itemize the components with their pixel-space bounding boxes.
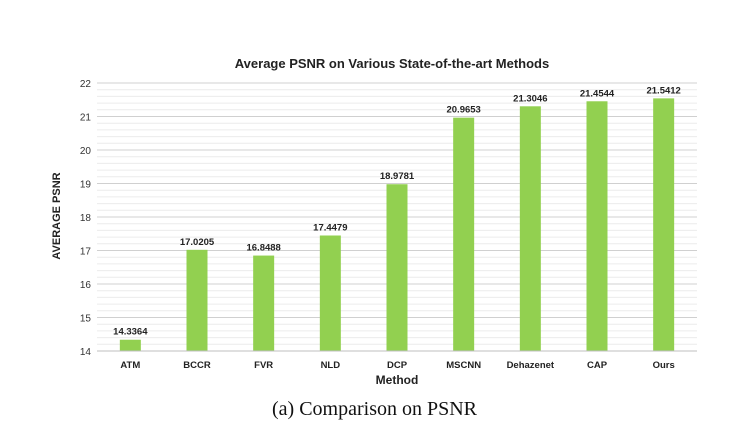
x-axis-label: Method (376, 373, 419, 387)
value-label: 17.0205 (180, 237, 215, 248)
value-label: 14.3364 (113, 327, 148, 338)
bar-mscnn (453, 117, 475, 352)
x-tick-label: FVR (254, 360, 273, 371)
chart-title: Average PSNR on Various State-of-the-art… (235, 56, 549, 71)
figure-caption: (a) Comparison on PSNR (272, 398, 477, 420)
x-tick-label: ATM (120, 360, 140, 371)
x-tick-label: MSCNN (446, 360, 481, 371)
y-tick-label: 22 (80, 79, 92, 90)
bar-cap (586, 101, 608, 351)
value-label: 21.5412 (646, 85, 680, 96)
y-tick-label: 16 (80, 280, 92, 291)
value-label: 17.4479 (313, 222, 347, 233)
bar-ours (653, 98, 675, 351)
bar-dcp (386, 184, 408, 351)
y-tick-label: 21 (80, 113, 92, 124)
x-axis-ticks: ATM BCCR FVR NLD DCP MSCNN Dehazenet CAP Ours (120, 360, 674, 371)
y-tick-label: 17 (80, 247, 92, 258)
value-label: 16.8488 (246, 243, 280, 254)
bar-atm (119, 339, 141, 351)
y-tick-label: 20 (80, 146, 92, 157)
psnr-bar-chart: Average PSNR on Various State-of-the-art… (51, 56, 697, 387)
value-labels: 14.3364 17.0205 16.8488 17.4479 18.9781 20.96… (113, 85, 681, 337)
value-label: 18.9781 (380, 171, 415, 182)
bar-fvr (253, 255, 275, 351)
x-tick-label: Dehazenet (507, 360, 555, 371)
bar-nld (319, 235, 341, 351)
bar-dehazenet (519, 106, 541, 351)
x-tick-label: DCP (387, 360, 408, 371)
y-axis-label: AVERAGE PSNR (51, 172, 63, 259)
x-tick-label: NLD (321, 360, 341, 371)
bars (119, 98, 675, 352)
value-label: 20.9653 (446, 105, 480, 116)
y-tick-label: 18 (80, 213, 92, 224)
x-tick-label: CAP (587, 360, 608, 371)
y-axis-ticks: 14 15 16 17 18 19 20 21 22 (80, 79, 92, 358)
x-tick-label: Ours (653, 360, 675, 371)
value-label: 21.3046 (513, 93, 547, 104)
bar-bccr (186, 249, 208, 351)
y-tick-label: 15 (80, 314, 92, 325)
y-tick-label: 19 (80, 180, 92, 191)
value-label: 21.4544 (580, 88, 615, 99)
x-tick-label: BCCR (183, 360, 211, 371)
y-tick-label: 14 (80, 347, 92, 358)
